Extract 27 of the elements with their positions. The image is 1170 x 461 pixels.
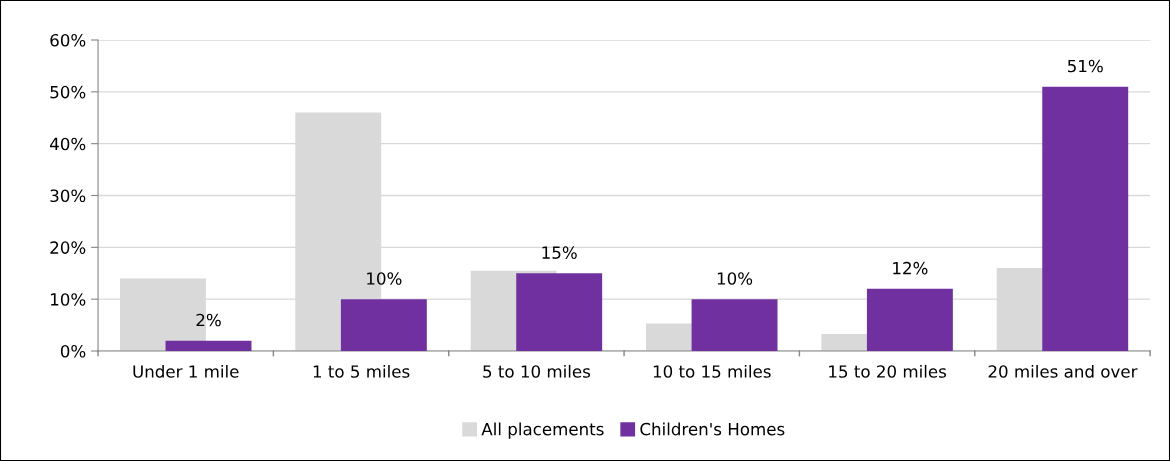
data-label: 2% bbox=[196, 313, 221, 327]
x-tick-label: 15 to 20 miles bbox=[829, 364, 947, 378]
y-tick-label: 50% bbox=[50, 85, 86, 99]
x-tick-label: 1 to 5 miles bbox=[313, 364, 410, 378]
x-tick-label: Under 1 mile bbox=[133, 364, 239, 378]
y-tick-label: 30% bbox=[50, 189, 86, 203]
legend-label: All placements bbox=[481, 422, 604, 439]
data-label: 10% bbox=[367, 272, 402, 285]
bar bbox=[691, 299, 778, 352]
bar bbox=[866, 288, 953, 352]
data-label: 51% bbox=[1068, 59, 1103, 73]
data-label: 10% bbox=[717, 272, 753, 285]
y-tick-label: 20% bbox=[50, 241, 86, 254]
bar bbox=[1042, 86, 1129, 352]
x-tick-label: 5 to 10 miles bbox=[483, 364, 591, 378]
bar bbox=[340, 299, 427, 352]
x-tick-label: 20 miles and over bbox=[988, 364, 1138, 378]
bar bbox=[165, 340, 252, 352]
x-tick-label: 10 to 15 miles bbox=[653, 364, 771, 378]
y-tick-label: 40% bbox=[50, 137, 86, 151]
y-tick-label: 60% bbox=[50, 33, 86, 47]
y-tick-label: 10% bbox=[51, 293, 86, 306]
y-tick-label: 0% bbox=[60, 344, 86, 358]
data-label: 12% bbox=[893, 261, 928, 275]
data-label: 15% bbox=[542, 246, 577, 259]
legend-label: Children's Homes bbox=[640, 422, 785, 436]
bar bbox=[516, 273, 603, 352]
